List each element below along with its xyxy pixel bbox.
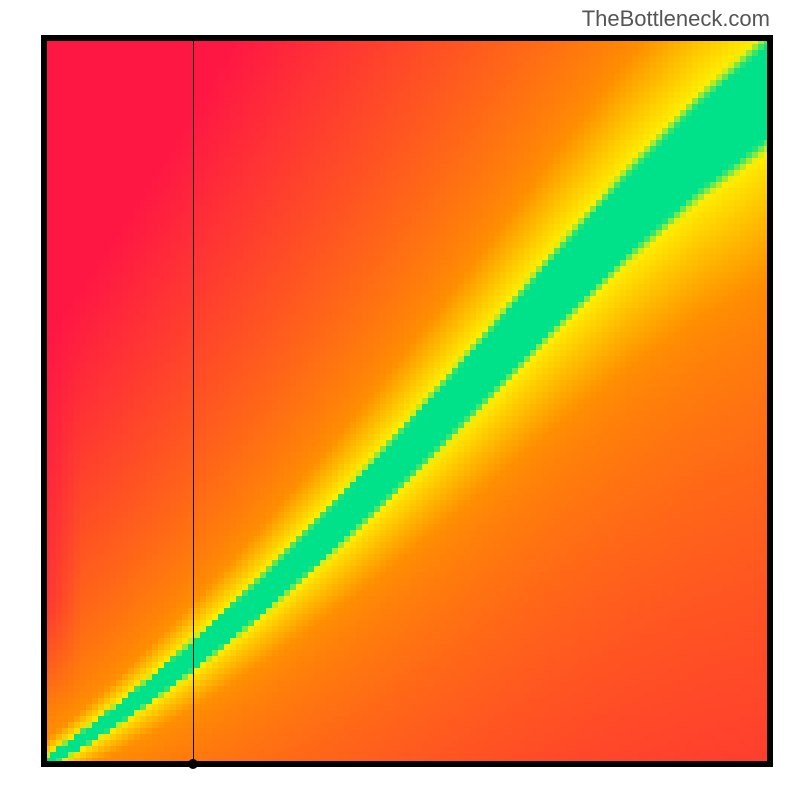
crosshair-marker — [188, 759, 198, 769]
chart-container: TheBottleneck.com — [0, 0, 800, 800]
crosshair-horizontal — [44, 764, 770, 765]
heatmap-plot — [44, 38, 770, 764]
heatmap-canvas — [44, 38, 770, 764]
crosshair-vertical — [193, 38, 194, 764]
watermark-text: TheBottleneck.com — [582, 6, 770, 32]
